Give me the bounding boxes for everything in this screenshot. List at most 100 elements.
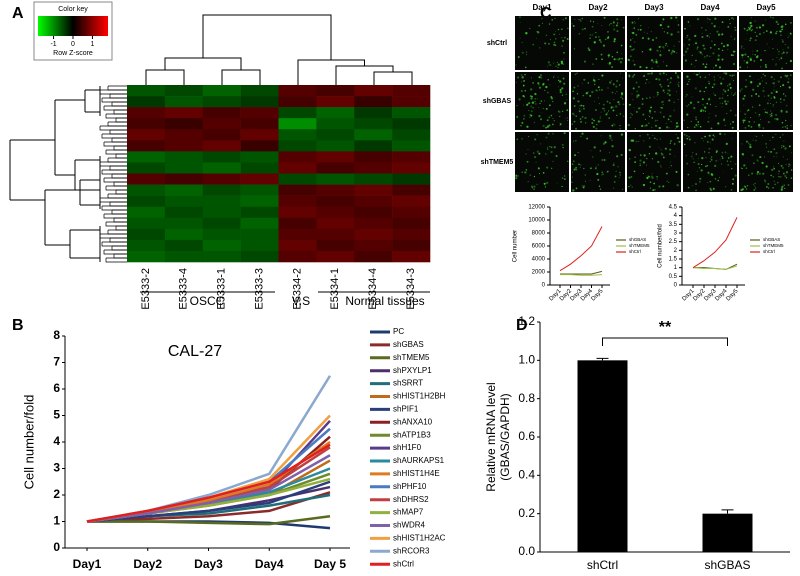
cell-spot bbox=[554, 44, 557, 47]
cell-spot bbox=[616, 90, 618, 93]
cell-spot bbox=[620, 44, 623, 47]
cell-spot bbox=[724, 151, 727, 154]
cell-spot bbox=[787, 36, 789, 38]
cell-spot bbox=[714, 94, 717, 97]
cell-spot bbox=[650, 59, 654, 62]
y-tick-label: 3.5 bbox=[669, 222, 678, 228]
cell-spot bbox=[606, 112, 609, 114]
cell-spot bbox=[755, 112, 757, 114]
cell-spot bbox=[686, 93, 688, 96]
cell-spot bbox=[704, 66, 707, 69]
heatmap-cell bbox=[392, 96, 431, 108]
cell-spot bbox=[618, 57, 621, 60]
heatmap-cell bbox=[240, 151, 279, 163]
cell-spot bbox=[553, 146, 556, 149]
cell-spot bbox=[602, 107, 604, 110]
cell-spot bbox=[620, 52, 622, 54]
micrograph bbox=[515, 16, 569, 70]
cell-spot bbox=[525, 53, 528, 56]
cell-spot bbox=[786, 127, 789, 129]
cell-spot bbox=[659, 164, 661, 166]
micrograph-row-label: shTMEM5 bbox=[481, 159, 514, 166]
cell-spot bbox=[536, 38, 538, 40]
cell-spot bbox=[616, 58, 618, 60]
cell-spot bbox=[728, 19, 731, 21]
cell-spot bbox=[723, 121, 725, 123]
cell-spot bbox=[775, 133, 777, 135]
cell-spot bbox=[678, 140, 681, 143]
cell-spot bbox=[778, 59, 780, 61]
y-axis-label: Cell number bbox=[513, 230, 519, 262]
cell-spot bbox=[691, 54, 693, 57]
heatmap-cell bbox=[127, 239, 166, 252]
cell-spot bbox=[690, 155, 693, 158]
legend-label: shGBAS bbox=[393, 340, 424, 349]
cell-spot bbox=[533, 175, 536, 178]
cell-spot bbox=[633, 74, 636, 76]
cell-spot bbox=[753, 188, 756, 191]
cell-spot bbox=[656, 178, 658, 180]
micrograph bbox=[683, 72, 737, 130]
heatmap-cell bbox=[278, 129, 317, 141]
cell-spot bbox=[634, 22, 636, 24]
cell-spot bbox=[655, 37, 658, 39]
cell-spot bbox=[721, 102, 724, 105]
cell-spot bbox=[734, 92, 736, 94]
cell-spot bbox=[659, 72, 662, 75]
cell-spot bbox=[760, 77, 762, 79]
heatmap-cell bbox=[202, 118, 241, 130]
cell-spot bbox=[694, 116, 698, 119]
cell-spot bbox=[538, 24, 541, 27]
heatmap-cell bbox=[354, 206, 393, 219]
cell-spot bbox=[721, 163, 723, 165]
cell-spot bbox=[666, 74, 668, 76]
cell-spot bbox=[591, 63, 594, 66]
column-dendrogram bbox=[145, 14, 413, 85]
cell-spot bbox=[750, 24, 753, 28]
cell-spot bbox=[733, 74, 735, 76]
cell-spot bbox=[762, 73, 764, 75]
cell-spot bbox=[664, 147, 667, 150]
cell-spot bbox=[599, 117, 601, 119]
cell-spot bbox=[747, 124, 750, 127]
heatmap-cell bbox=[127, 195, 166, 207]
cell-spot bbox=[593, 32, 594, 34]
cell-spot bbox=[701, 35, 704, 39]
legend-label: shHIST1H2BH bbox=[393, 392, 446, 401]
cell-spot bbox=[561, 28, 563, 30]
heatmap-cell bbox=[164, 96, 204, 108]
cell-spot bbox=[550, 114, 553, 117]
cell-spot bbox=[516, 138, 519, 141]
cell-spot bbox=[767, 150, 770, 153]
cell-spot bbox=[558, 86, 560, 88]
cell-spot bbox=[615, 85, 618, 88]
legend-label: shCtrl bbox=[629, 249, 641, 254]
cell-spot bbox=[732, 132, 734, 134]
cell-spot bbox=[645, 78, 648, 81]
cell-spot bbox=[677, 24, 680, 26]
legend-label: shPIF1 bbox=[393, 405, 419, 414]
cell-spot bbox=[547, 132, 550, 135]
cell-spot bbox=[703, 151, 706, 153]
cell-spot bbox=[662, 89, 665, 92]
cell-spot bbox=[634, 161, 636, 163]
cell-spot bbox=[774, 117, 777, 120]
cell-spot bbox=[745, 140, 748, 143]
color-key-tick-label: -1 bbox=[50, 41, 56, 48]
cell-spot bbox=[579, 108, 581, 110]
cell-spot bbox=[759, 58, 763, 62]
cell-spot bbox=[591, 90, 594, 94]
heatmap-cell bbox=[202, 184, 241, 196]
cell-spot bbox=[711, 138, 714, 141]
cell-spot bbox=[781, 122, 784, 124]
cell-spot bbox=[651, 67, 653, 69]
cell-spot bbox=[603, 108, 605, 110]
cell-spot bbox=[601, 74, 604, 77]
cell-spot bbox=[699, 109, 703, 113]
heatmap-cell bbox=[392, 184, 431, 196]
cell-spot bbox=[656, 119, 659, 121]
cell-spot bbox=[566, 38, 569, 40]
cell-spot bbox=[721, 33, 724, 36]
cell-spot bbox=[532, 43, 535, 46]
